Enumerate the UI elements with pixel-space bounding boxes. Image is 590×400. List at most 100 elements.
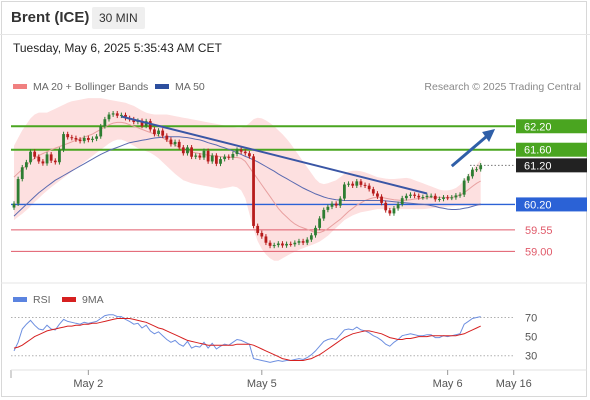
candle-body	[177, 141, 181, 148]
candle-body	[194, 155, 198, 157]
candle-body	[322, 209, 326, 219]
candle-body	[49, 154, 53, 161]
candle-body	[276, 243, 280, 246]
candle-body	[91, 138, 94, 140]
candle-body	[289, 243, 293, 245]
legend-swatch-ma20	[13, 84, 27, 89]
candle-body	[190, 147, 193, 157]
candle-body	[198, 155, 202, 158]
candle-body	[450, 197, 454, 199]
candle-body	[318, 218, 322, 228]
timestamp: Tuesday, May 6, 2025 5:35:43 AM CET	[13, 41, 222, 55]
candle-body	[355, 181, 359, 186]
candle-body	[429, 195, 433, 197]
level-label: 60.20	[524, 199, 552, 211]
candle-body	[421, 197, 425, 198]
candle-body	[413, 194, 417, 196]
candle-body	[359, 181, 363, 185]
candle-body	[363, 184, 367, 186]
candle-body	[41, 161, 45, 164]
legend-swatch-rsi	[13, 297, 27, 302]
candle-body	[239, 149, 243, 152]
candle-body	[466, 176, 470, 181]
candle-body	[417, 195, 421, 198]
candle-body	[437, 198, 441, 200]
candle-body	[24, 162, 28, 168]
candle-body	[252, 156, 255, 226]
candle-body	[446, 197, 450, 199]
candle-body	[37, 156, 41, 162]
candle-body	[334, 203, 338, 206]
bollinger-band	[14, 98, 481, 261]
candle-body	[20, 167, 24, 180]
candle-body	[243, 151, 247, 154]
projection-arrow-shaft	[450, 134, 489, 168]
candle-body	[454, 195, 458, 198]
candle-body	[392, 208, 396, 214]
candle-body	[380, 196, 383, 203]
candle-body	[223, 156, 227, 160]
level-label: 61.20	[524, 160, 552, 172]
candle-body	[82, 137, 86, 142]
candle-body	[157, 130, 160, 135]
candle-body	[264, 236, 268, 243]
rsi-tick-label: 50	[525, 332, 537, 344]
level-label: 61.60	[524, 145, 552, 157]
candle-body	[124, 114, 127, 119]
candle-body	[29, 151, 32, 163]
candle-body	[153, 129, 156, 135]
level-label: 59.55	[525, 225, 553, 237]
candle-body	[471, 169, 474, 177]
candle-body	[338, 198, 342, 206]
candle-body	[115, 113, 119, 116]
candle-body	[404, 195, 408, 199]
timeframe-button[interactable]: 30 MIN	[92, 7, 145, 29]
candle-body	[148, 121, 152, 130]
candle-body	[235, 149, 239, 155]
level-badge	[516, 197, 587, 212]
candle-body	[479, 165, 483, 170]
candle-body	[66, 134, 70, 138]
candle-body	[384, 202, 388, 211]
candle-body	[161, 130, 165, 136]
candle-body	[186, 147, 189, 154]
legend-ma50: MA 50	[175, 81, 205, 93]
candle-body	[396, 204, 400, 209]
candle-body	[107, 114, 111, 120]
x-tick-label: May 2	[73, 378, 103, 390]
rsi-tick-label: 30	[525, 351, 537, 363]
candle-body	[272, 245, 276, 247]
candle-body	[433, 195, 437, 200]
candle-body	[95, 136, 98, 139]
candle-body	[351, 183, 355, 186]
candle-body	[388, 210, 392, 214]
level-label: 62.20	[524, 121, 552, 133]
candle-body	[181, 147, 185, 154]
candle-body	[281, 243, 284, 246]
candle-body	[367, 185, 371, 190]
candle-body	[58, 149, 61, 163]
candle-body	[16, 179, 20, 204]
candle-body	[475, 169, 478, 171]
level-badge	[516, 119, 587, 134]
candle-body	[70, 137, 74, 139]
candle-body	[301, 241, 305, 243]
candle-body	[119, 114, 123, 116]
legend-swatch-ma50	[155, 84, 169, 89]
trendline	[121, 115, 428, 195]
candle-body	[256, 225, 260, 233]
candle-body	[376, 193, 379, 197]
rsi-series-rsi	[13, 314, 481, 363]
candle-body	[62, 134, 65, 150]
candle-body	[227, 156, 231, 158]
candle-body	[86, 137, 90, 140]
legend-swatch-rsi-ma	[62, 297, 76, 302]
candle-body	[140, 120, 144, 126]
candle-body	[260, 232, 264, 237]
candle-body	[214, 155, 218, 164]
candle-body	[99, 126, 103, 137]
candle-body	[305, 239, 309, 243]
rsi-tick-label: 70	[525, 313, 537, 325]
candle-body	[111, 113, 115, 115]
candle-body	[248, 153, 251, 157]
